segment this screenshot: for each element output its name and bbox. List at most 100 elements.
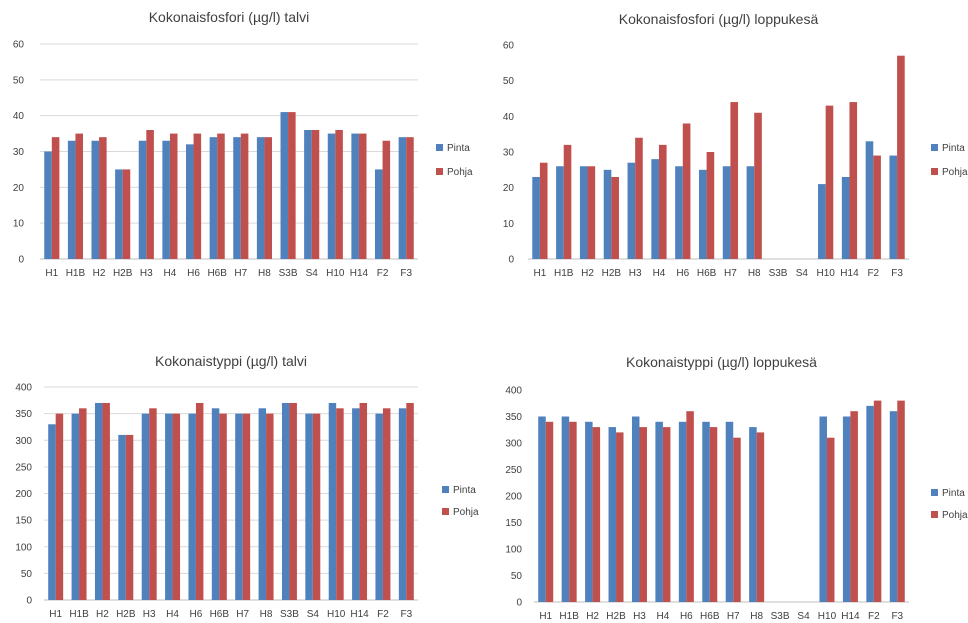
legend-label: Pinta xyxy=(447,143,470,154)
x-tick-label: S4 xyxy=(306,268,319,279)
x-tick-label: H3 xyxy=(143,609,156,620)
bar-pinta xyxy=(655,421,663,602)
legend-label: Pohja xyxy=(942,510,968,521)
x-tick-label: H14 xyxy=(350,609,369,620)
bar-pinta xyxy=(188,413,196,600)
x-tick-label: H8 xyxy=(258,268,271,279)
legend-swatch xyxy=(442,508,449,515)
bar-pohja xyxy=(639,427,647,602)
bar-pinta xyxy=(749,427,757,602)
y-tick-label: 0 xyxy=(26,596,32,607)
x-tick-label: S3B xyxy=(769,268,788,279)
legend-swatch xyxy=(931,144,938,151)
bar-pinta xyxy=(375,169,383,259)
x-tick-label: H1B xyxy=(554,268,574,279)
bar-pinta xyxy=(866,405,874,602)
bar-pinta xyxy=(141,413,150,600)
y-tick-label: 100 xyxy=(505,545,522,556)
bar-pinta xyxy=(118,434,126,600)
x-tick-label: H1B xyxy=(559,611,579,622)
bar-pohja xyxy=(587,166,596,259)
x-tick-label: F2 xyxy=(377,268,389,279)
legend-label: Pinta xyxy=(942,488,965,499)
bar-pinta xyxy=(841,176,850,259)
x-tick-label: H6B xyxy=(210,609,230,620)
legend-label: Pohja xyxy=(453,507,479,518)
x-tick-label: H14 xyxy=(841,611,860,622)
x-tick-label: H6B xyxy=(697,268,717,279)
y-tick-label: 200 xyxy=(505,492,522,503)
y-tick-label: 50 xyxy=(13,75,25,86)
x-tick-label: H8 xyxy=(748,268,761,279)
chart-tp-late-summer: Kokonaisfosfori (µg/l) loppukesä 0 10 20 30 4… xyxy=(484,0,968,300)
bar-pinta xyxy=(398,137,407,259)
legend-swatch xyxy=(931,489,938,496)
bar-pinta xyxy=(67,140,76,259)
bar-pohja xyxy=(569,421,577,602)
bar-pohja xyxy=(662,427,671,602)
bar-pohja xyxy=(756,432,765,602)
x-tick-label: H3 xyxy=(629,268,642,279)
bar-pohja xyxy=(146,130,154,259)
x-tick-label: H2 xyxy=(586,611,599,622)
bar-pohja xyxy=(193,133,202,259)
x-tick-label: H7 xyxy=(724,268,737,279)
bar-pinta xyxy=(280,112,289,259)
bar-pohja xyxy=(219,413,227,600)
x-tick-label: H4 xyxy=(166,609,179,620)
y-tick-label: 50 xyxy=(503,76,515,87)
x-tick-label: F3 xyxy=(400,609,412,620)
bar-pohja xyxy=(382,408,391,600)
bar-pinta xyxy=(678,421,687,602)
y-tick-label: 250 xyxy=(505,465,522,476)
bar-pohja xyxy=(359,402,368,600)
x-tick-label: H2 xyxy=(93,268,106,279)
bar-pinta xyxy=(94,402,103,600)
x-tick-label: H2B xyxy=(116,609,136,620)
bar-pohja xyxy=(99,137,107,259)
bar-pohja xyxy=(79,408,87,600)
x-tick-label: H6 xyxy=(680,611,693,622)
x-tick-label: F3 xyxy=(400,268,412,279)
bar-pohja xyxy=(122,169,131,259)
bar-pinta xyxy=(698,169,707,259)
y-tick-label: 50 xyxy=(21,569,33,580)
bar-pohja xyxy=(709,427,718,602)
bar-pinta xyxy=(608,427,617,602)
bar-pinta xyxy=(627,162,636,259)
bar-pinta xyxy=(722,166,731,259)
legend-label: Pohja xyxy=(447,167,473,178)
bar-pohja xyxy=(312,413,321,600)
bar-pinta xyxy=(532,176,540,259)
bar-pohja xyxy=(686,411,694,602)
x-tick-label: H1 xyxy=(45,268,58,279)
bar-pinta xyxy=(538,416,546,602)
bar-pohja xyxy=(55,413,64,600)
bar-pinta xyxy=(186,144,194,259)
bar-pinta xyxy=(281,402,290,600)
bar-pinta xyxy=(115,169,123,259)
x-tick-label: H1 xyxy=(539,611,552,622)
chart-title: Kokonaistyppi (µg/l) loppukesä xyxy=(626,354,817,370)
bar-pinta xyxy=(211,408,220,600)
y-tick-label: 400 xyxy=(505,386,522,397)
bar-pohja xyxy=(733,437,741,602)
bar-pinta xyxy=(305,413,313,600)
y-tick-label: 250 xyxy=(15,462,32,473)
y-tick-label: 0 xyxy=(18,255,24,266)
bar-pinta xyxy=(209,137,218,259)
bar-pinta xyxy=(304,130,312,259)
bar-pohja xyxy=(658,144,667,259)
bar-pinta xyxy=(675,166,683,259)
bar-pinta xyxy=(842,416,851,602)
bar-pinta xyxy=(651,159,659,259)
x-tick-label: H10 xyxy=(327,609,346,620)
y-tick-label: 400 xyxy=(15,383,32,394)
x-tick-label: F2 xyxy=(868,611,880,622)
bar-pohja xyxy=(195,402,204,600)
bar-pinta xyxy=(818,184,826,259)
x-tick-label: H4 xyxy=(657,611,670,622)
x-tick-label: H1 xyxy=(49,609,62,620)
y-tick-label: 20 xyxy=(503,183,515,194)
bar-pinta xyxy=(746,166,755,259)
